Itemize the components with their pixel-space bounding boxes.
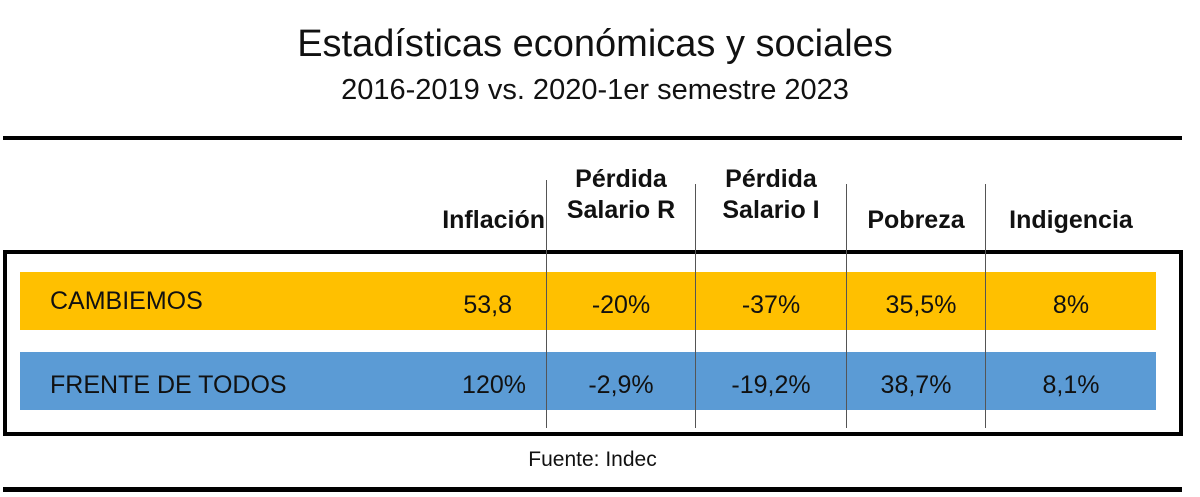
column-header-label: Salario R	[566, 196, 676, 224]
column-header-salario-r: Pérdida Salario R	[547, 164, 695, 226]
column-separator	[846, 184, 847, 428]
source-note: Fuente: Indec	[528, 448, 657, 471]
cell-inflacion: 120%	[462, 371, 526, 399]
table-row-frente-de-todos	[20, 352, 1156, 410]
column-header-label: Pobreza	[867, 206, 965, 234]
cell-salario-r: -20%	[591, 291, 651, 319]
cell-salario-i: -37%	[741, 291, 801, 319]
column-header-salario-i: Pérdida Salario I	[696, 164, 846, 226]
column-header-label: Salario I	[722, 196, 820, 224]
page-title: Estadísticas económicas y sociales	[297, 23, 893, 65]
column-header-label: Inflación	[442, 206, 545, 234]
column-header-label: Pérdida	[575, 165, 667, 193]
cell-salario-i: -19,2%	[731, 371, 811, 399]
column-separator	[695, 184, 696, 428]
data-table-frame	[3, 250, 1183, 436]
page-subtitle: 2016-2019 vs. 2020-1er semestre 2023	[341, 74, 849, 106]
cell-inflacion: 53,8	[463, 291, 512, 319]
column-separator	[985, 184, 986, 428]
row-party-label: CAMBIEMOS	[50, 287, 203, 315]
cell-indigencia: 8,1%	[1042, 371, 1100, 399]
row-party-label: FRENTE DE TODOS	[50, 371, 287, 399]
column-header-label: Pérdida	[725, 165, 817, 193]
column-header-indigencia: Indigencia	[986, 174, 1156, 236]
table-row-cambiemos	[20, 272, 1156, 330]
cell-salario-r: -2,9%	[588, 371, 654, 399]
column-header-label: Indigencia	[1009, 206, 1133, 234]
cell-pobreza: 35,5%	[885, 291, 957, 319]
cell-pobreza: 38,7%	[880, 371, 952, 399]
top-divider	[3, 136, 1182, 140]
column-header-pobreza: Pobreza	[847, 174, 985, 236]
column-separator	[546, 180, 547, 428]
cell-indigencia: 8%	[1052, 291, 1090, 319]
bottom-divider	[3, 487, 1182, 492]
column-header-inflacion: Inflación	[400, 174, 545, 236]
